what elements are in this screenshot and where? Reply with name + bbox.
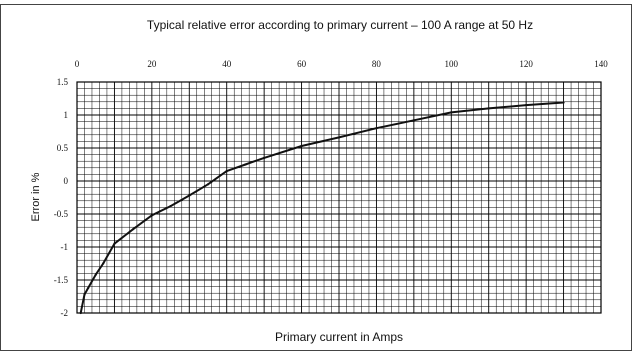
data-point <box>79 311 82 315</box>
x-tick-label: 60 <box>297 59 307 69</box>
x-tick-label: 80 <box>372 59 382 69</box>
data-point <box>83 293 86 296</box>
data-point <box>412 119 415 122</box>
x-tick-label: 100 <box>445 59 459 69</box>
x-tick-label: 20 <box>147 59 157 69</box>
y-axis: -2 -1.5 -1 -0.5 0 0.5 1 1.5 <box>54 77 69 318</box>
data-point <box>94 273 97 276</box>
data-point <box>113 242 116 245</box>
y-tick-label: 0 <box>64 176 69 186</box>
series-group <box>79 101 565 315</box>
chart-title: Typical relative error according to prim… <box>147 18 533 32</box>
x-tick-label: 0 <box>75 59 80 69</box>
data-point <box>206 183 210 186</box>
data-point <box>102 262 105 265</box>
series-line <box>79 101 564 314</box>
chart-border <box>0 4 632 351</box>
chart-grid <box>77 82 601 313</box>
x-axis: 0 20 40 60 80 100 120 140 <box>75 59 609 69</box>
data-point <box>337 136 341 139</box>
data-point <box>525 104 528 107</box>
data-point <box>562 101 565 104</box>
data-point <box>150 214 153 217</box>
data-point <box>375 127 378 130</box>
y-tick-label: 1.5 <box>57 77 69 87</box>
x-tick-label: 40 <box>222 59 232 69</box>
data-point <box>188 194 191 197</box>
y-axis-label: Error in % <box>30 172 42 221</box>
data-point <box>263 156 266 159</box>
y-tick-label: 1 <box>64 110 69 120</box>
data-point <box>244 163 247 166</box>
x-tick-label: 140 <box>594 59 608 69</box>
x-axis-label: Primary current in Amps <box>275 330 403 344</box>
plot-area <box>76 81 602 314</box>
y-tick-label: -0.5 <box>54 209 69 219</box>
y-tick-label: 0.5 <box>57 143 69 153</box>
data-point <box>169 204 172 208</box>
y-tick-label: -1 <box>61 242 69 252</box>
data-point <box>225 170 228 173</box>
data-point <box>132 228 135 231</box>
y-tick-label: -2 <box>61 308 69 318</box>
data-point <box>450 111 453 114</box>
data-point <box>487 107 490 110</box>
x-tick-label: 120 <box>519 59 533 69</box>
data-point <box>300 144 303 148</box>
y-tick-label: -1.5 <box>54 275 69 285</box>
data-point <box>87 286 90 290</box>
